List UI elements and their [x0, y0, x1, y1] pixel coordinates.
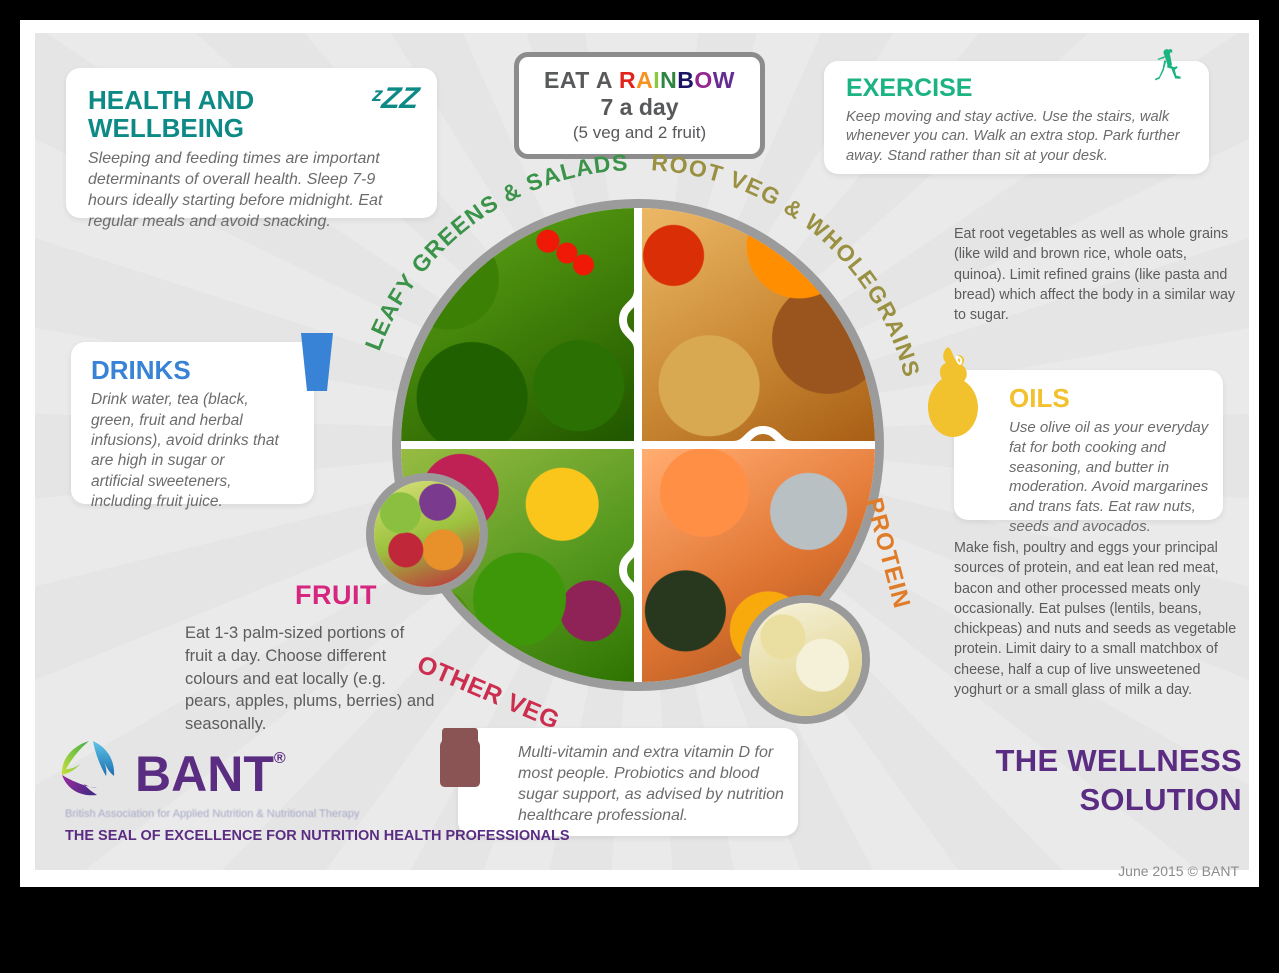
- svg-text:ROOT VEG & WHOLEGRAINS: ROOT VEG & WHOLEGRAINS: [651, 149, 926, 380]
